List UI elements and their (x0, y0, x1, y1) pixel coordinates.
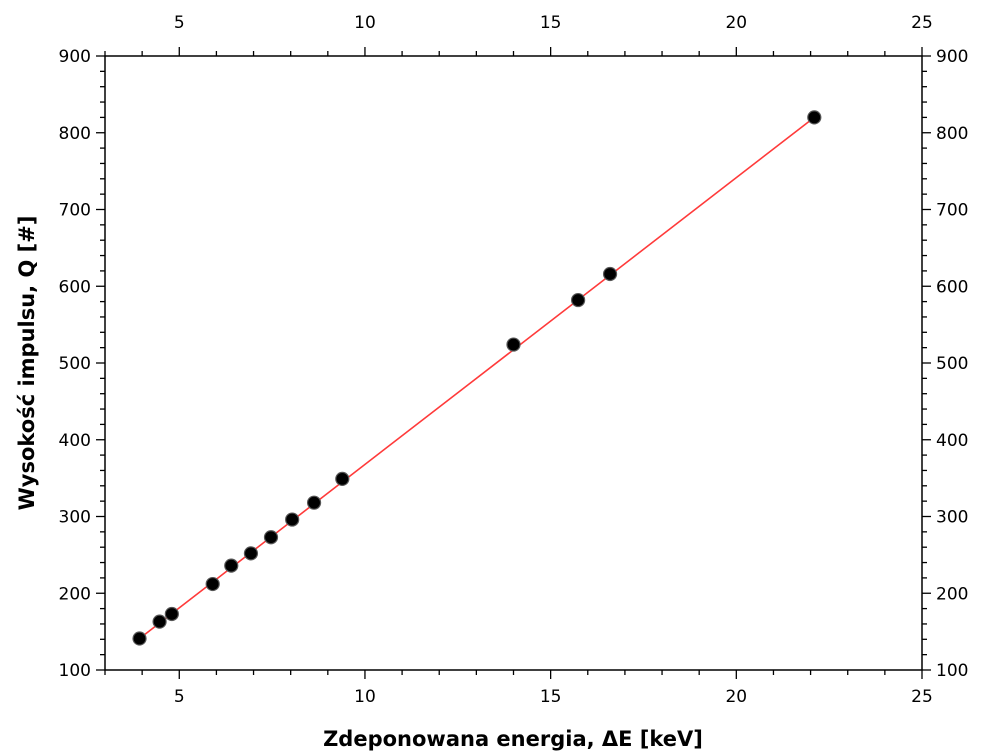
ticks-layer (96, 47, 931, 679)
y-tick-label: 100 (59, 661, 91, 681)
x-tick-label-top: 10 (354, 13, 376, 33)
y-tick-label-right: 500 (936, 354, 968, 374)
data-point (335, 471, 350, 486)
y-tick-label: 600 (59, 277, 91, 297)
y-tick-label-right: 800 (936, 124, 968, 144)
fit-line (139, 116, 815, 640)
data-point (506, 337, 521, 352)
y-tick-label-right: 400 (936, 431, 968, 451)
data-point (306, 495, 322, 510)
y-tick-label: 300 (59, 508, 91, 528)
data-point (164, 606, 179, 622)
y-axis-title: Wysokość impulsu, Q [#] (15, 216, 39, 511)
points-layer (132, 110, 822, 646)
x-tick-label-top: 5 (174, 13, 185, 33)
x-tick-label: 25 (911, 687, 933, 707)
x-tick-label: 20 (725, 687, 747, 707)
x-tick-label: 10 (354, 687, 376, 707)
x-tick-label: 15 (540, 687, 562, 707)
x-tick-label: 5 (174, 687, 185, 707)
data-point (263, 530, 279, 545)
y-tick-label-right: 900 (936, 47, 968, 67)
y-tick-label: 700 (59, 201, 91, 221)
x-axis-title: Zdeponowana energia, ΔE [keV] (323, 727, 703, 751)
y-tick-label-right: 200 (936, 584, 968, 604)
data-point (243, 546, 259, 561)
y-tick-label: 500 (59, 354, 91, 374)
x-tick-label-top: 25 (911, 13, 933, 33)
x-tick-label-top: 20 (725, 13, 747, 33)
y-tick-label: 400 (59, 431, 91, 451)
y-tick-label-right: 300 (936, 508, 968, 528)
x-tick-label-top: 15 (540, 13, 562, 33)
y-tick-label-right: 100 (936, 661, 968, 681)
y-tick-label-right: 600 (936, 277, 968, 297)
data-point (571, 292, 586, 308)
fit-line-layer (139, 116, 815, 640)
data-point (285, 512, 300, 527)
data-point (602, 266, 618, 282)
plot-frame (104, 55, 923, 671)
y-tick-label-right: 700 (936, 201, 968, 221)
data-point (152, 614, 167, 629)
data-point (224, 558, 239, 573)
data-point (205, 576, 220, 592)
y-tick-label: 800 (59, 124, 91, 144)
y-tick-label: 900 (59, 47, 91, 67)
y-tick-label: 200 (59, 584, 91, 604)
data-point (807, 110, 822, 125)
data-point (132, 631, 147, 646)
